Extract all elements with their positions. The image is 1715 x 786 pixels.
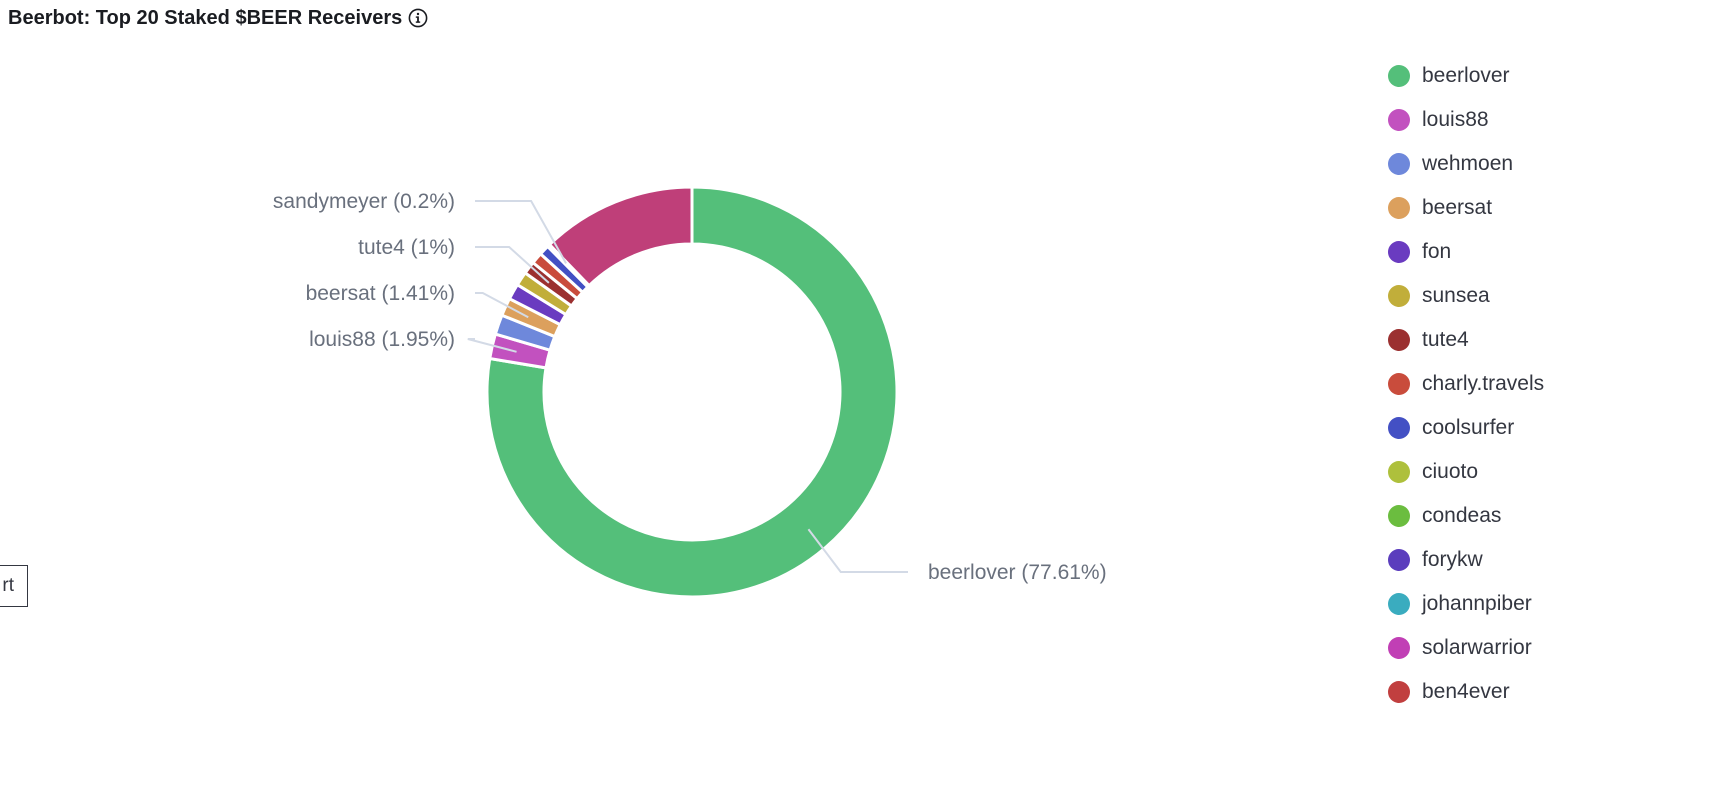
legend-color-dot	[1388, 329, 1410, 351]
donut-slices	[485, 185, 899, 599]
chart-title: Beerbot: Top 20 Staked $BEER Receivers	[8, 6, 403, 29]
legend-color-dot	[1388, 681, 1410, 703]
legend-label: fon	[1422, 240, 1452, 263]
slice-beerlover[interactable]	[485, 185, 899, 599]
legend-color-dot	[1388, 197, 1410, 219]
legend-label: beerlover	[1422, 64, 1510, 87]
legend-item-condeas[interactable]: condeas	[1388, 494, 1715, 538]
donut-callouts: beerlover (77.61%) louis88 (1.95%) beersat…	[273, 190, 1107, 584]
legend-label: sunsea	[1422, 284, 1490, 307]
legend-color-dot	[1388, 241, 1410, 263]
callout-line-beerlover	[807, 528, 908, 573]
legend-color-dot	[1388, 109, 1410, 131]
legend-color-dot	[1388, 505, 1410, 527]
legend-label: wehmoen	[1422, 152, 1514, 175]
callout-line-tute4	[475, 246, 550, 284]
callout-line-sandymeyer	[475, 200, 567, 264]
legend-color-dot	[1388, 593, 1410, 615]
chart-title-bar: Beerbot: Top 20 Staked $BEER Receivers	[8, 5, 428, 31]
callout-label-louis88: louis88 (1.95%)	[309, 328, 455, 351]
info-circle-icon[interactable]	[408, 8, 428, 28]
legend-label: condeas	[1422, 504, 1502, 527]
legend-color-dot	[1388, 65, 1410, 87]
legend-label: solarwarrior	[1422, 636, 1532, 659]
callout-line-louis88	[467, 338, 517, 353]
legend-item-coolsurfer[interactable]: coolsurfer	[1388, 406, 1715, 450]
legend-label: ciuoto	[1422, 460, 1479, 483]
legend-color-dot	[1388, 153, 1410, 175]
legend-item-solarwarrior[interactable]: solarwarrior	[1388, 626, 1715, 670]
legend-item-louis88[interactable]: louis88	[1388, 98, 1715, 142]
legend-item-ciuoto[interactable]: ciuoto	[1388, 450, 1715, 494]
legend-color-dot	[1388, 373, 1410, 395]
legend-color-dot	[1388, 417, 1410, 439]
truncated-edge-button-label: rt	[2, 575, 14, 596]
legend-label: louis88	[1422, 108, 1489, 131]
legend-item-charly-travels[interactable]: charly.travels	[1388, 362, 1715, 406]
legend-label: ben4ever	[1422, 680, 1510, 703]
legend-item-ben4ever[interactable]: ben4ever	[1388, 670, 1715, 714]
callout-label-beerlover: beerlover (77.61%)	[928, 561, 1107, 584]
legend-item-tute4[interactable]: tute4	[1388, 318, 1715, 362]
legend-color-dot	[1388, 637, 1410, 659]
legend-item-wehmoen[interactable]: wehmoen	[1388, 142, 1715, 186]
legend-color-dot	[1388, 285, 1410, 307]
legend-item-sunsea[interactable]: sunsea	[1388, 274, 1715, 318]
legend-label: tute4	[1422, 328, 1469, 351]
truncated-edge-button[interactable]: rt	[0, 565, 28, 607]
donut-chart: beerlover (77.61%) louis88 (1.95%) beersat…	[273, 185, 1107, 599]
callout-line-beersat	[475, 292, 529, 319]
legend-label: beersat	[1422, 196, 1493, 219]
slice-other[interactable]	[547, 185, 694, 288]
callout-label-sandymeyer: sandymeyer (0.2%)	[273, 190, 455, 213]
legend-color-dot	[1388, 461, 1410, 483]
legend-label: forykw	[1422, 548, 1483, 571]
callout-label-beersat: beersat (1.41%)	[306, 282, 455, 305]
legend-item-fon[interactable]: fon	[1388, 230, 1715, 274]
legend-item-forykw[interactable]: forykw	[1388, 538, 1715, 582]
legend-item-johannpiber[interactable]: johannpiber	[1388, 582, 1715, 626]
callout-label-tute4: tute4 (1%)	[358, 236, 455, 259]
legend-label: charly.travels	[1422, 372, 1545, 395]
legend-item-beerlover[interactable]: beerlover	[1388, 54, 1715, 98]
legend-label: johannpiber	[1422, 592, 1532, 615]
legend-item-beersat[interactable]: beersat	[1388, 186, 1715, 230]
legend-color-dot	[1388, 549, 1410, 571]
legend-label: coolsurfer	[1422, 416, 1515, 439]
chart-legend: beerlover louis88 wehmoen beersat fon sunsea t…	[1388, 54, 1715, 714]
